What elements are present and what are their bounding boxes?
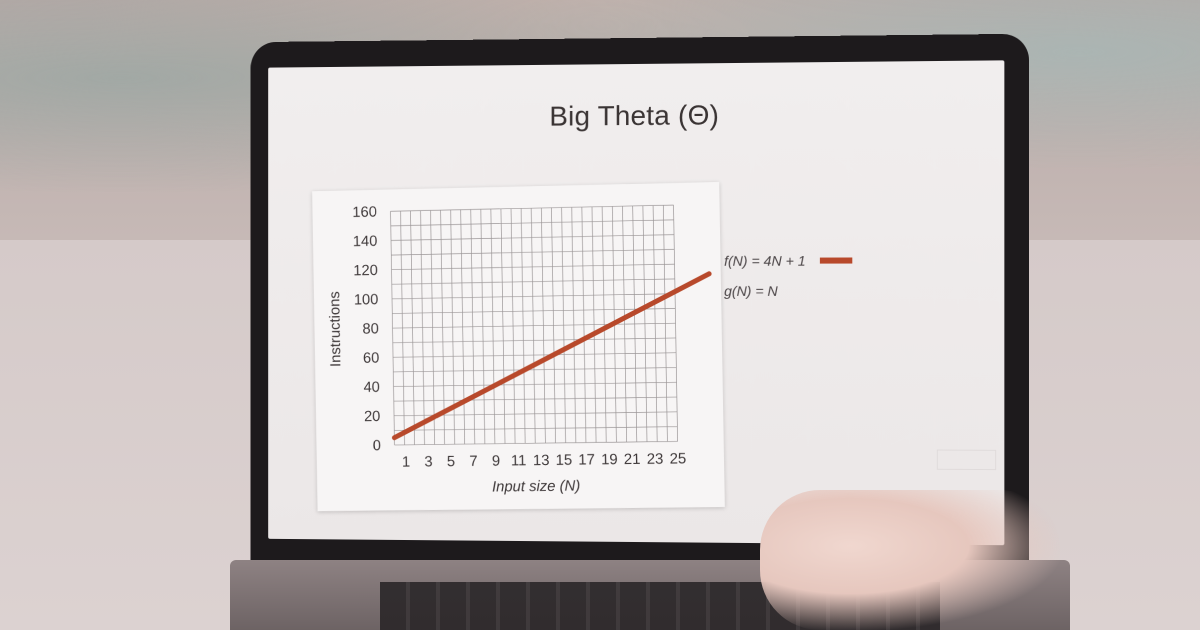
hand (760, 490, 1060, 630)
grid-line-horizontal (393, 353, 676, 358)
x-tick-label-5: 11 (511, 453, 527, 469)
legend-row-f: f(N) = 4N + 1 (724, 245, 852, 275)
grid-line-horizontal (392, 264, 675, 270)
grid-line-horizontal (393, 323, 676, 328)
legend-f-swatch (820, 257, 852, 263)
x-tick-label-6: 13 (533, 453, 550, 469)
grid-line-horizontal (391, 220, 674, 226)
grid-line-horizontal (394, 427, 677, 431)
y-tick-label-8: 160 (352, 205, 377, 222)
y-tick-label-7: 140 (353, 234, 378, 250)
y-axis-label: Instructions (327, 291, 344, 367)
legend-f-label: f(N) = 4N + 1 (724, 253, 806, 269)
grid-line-horizontal (391, 205, 674, 211)
x-tick-label-4: 9 (492, 453, 501, 469)
legend-g-label: g(N) = N (724, 283, 778, 299)
x-tick-label-2: 5 (447, 454, 455, 470)
x-tick-label-11: 23 (647, 451, 664, 467)
y-tick-label-5: 100 (354, 292, 379, 308)
series-line-0 (392, 274, 712, 438)
legend-row-g: g(N) = N (724, 276, 852, 306)
y-tick-label-4: 80 (362, 321, 379, 337)
y-tick-label-2: 40 (363, 380, 380, 396)
grid-line-horizontal (393, 338, 676, 343)
x-tick-label-8: 17 (578, 452, 595, 468)
x-tick-label-0: 1 (402, 455, 410, 471)
x-tick-label-7: 15 (556, 453, 573, 469)
x-axis-label: Input size (N) (492, 478, 581, 495)
grid-line-horizontal (395, 441, 678, 445)
x-tick-label-10: 21 (624, 452, 641, 468)
chart-card: 0 20 40 60 80 100 120 140 160 1 3 5 7 9 11 13 15 17 19 21 23… (312, 182, 725, 511)
grid-line-horizontal (394, 382, 677, 386)
x-tick-label-3: 7 (469, 454, 477, 470)
slide-title: Big Theta (Θ) (251, 97, 1029, 135)
grid-line-horizontal (393, 368, 676, 372)
x-tick-label-12: 25 (669, 451, 686, 467)
grid-line-horizontal (392, 294, 675, 299)
grid-line-horizontal (391, 235, 674, 241)
legend: f(N) = 4N + 1 g(N) = N (724, 245, 852, 306)
chart-svg: 0204060801001201401601 3 5 7 9 11 13 15 17 19 21 23… (312, 182, 725, 511)
watermark (937, 450, 996, 471)
y-tick-label-6: 120 (353, 263, 378, 279)
grid-line-horizontal (392, 279, 675, 284)
x-tick-label-1: 3 (424, 454, 432, 470)
x-tick-label-9: 19 (601, 452, 618, 468)
grid-line-horizontal (394, 397, 677, 401)
y-tick-label-0: 0 (373, 438, 381, 454)
grid-line-horizontal (391, 249, 674, 255)
y-tick-label-3: 60 (363, 351, 380, 367)
y-tick-label-1: 20 (364, 409, 381, 425)
